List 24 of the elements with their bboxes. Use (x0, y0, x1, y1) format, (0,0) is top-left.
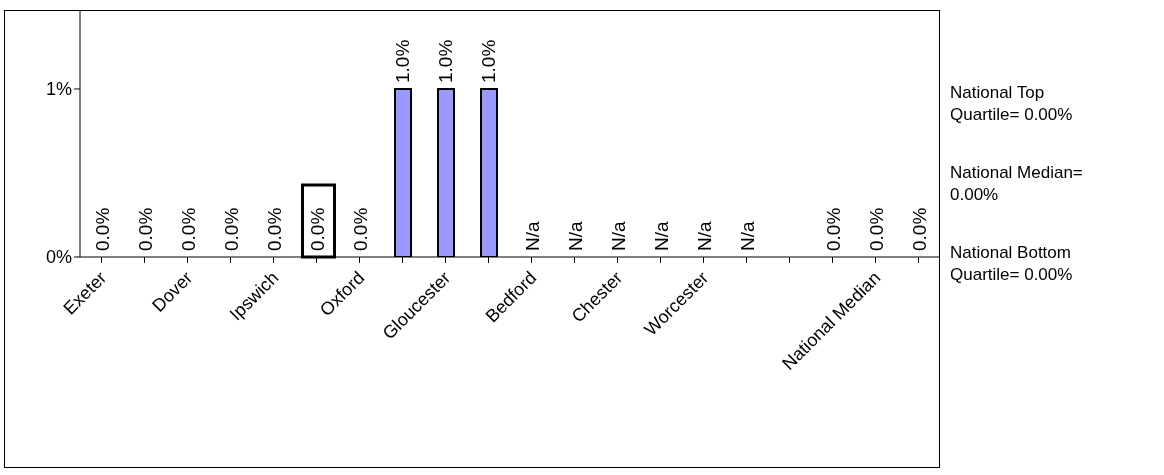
data-label: 0.0% (822, 207, 844, 251)
data-label: 1.0% (435, 39, 457, 83)
y-tick-label: 0% (45, 247, 72, 268)
y-tick-label: 1% (45, 79, 72, 100)
text: N/a (564, 221, 586, 251)
data-label: 0.0% (908, 207, 930, 251)
text: National Top Quartile= 0.00% (950, 82, 1074, 126)
text: N/a (693, 221, 715, 251)
text: National Bottom Quartile= 0.00% (950, 242, 1074, 286)
data-label: 0.0% (134, 207, 156, 251)
text: N/a (607, 221, 629, 251)
data-label: 1.0% (478, 39, 500, 83)
text: N/a (736, 221, 758, 251)
text: National Median= 0.00% (950, 162, 1084, 206)
data-label: 0.0% (865, 207, 887, 251)
data-label: 0.0% (306, 207, 328, 251)
data-label: 0.0% (91, 207, 113, 251)
data-label: 0.0% (220, 207, 242, 251)
data-label: 1.0% (392, 39, 414, 83)
text: N/a (521, 221, 543, 251)
data-label: 0.0% (263, 207, 285, 251)
data-label: 0.0% (177, 207, 199, 251)
data-label: 0.0% (349, 207, 371, 251)
text: N/a (650, 221, 672, 251)
